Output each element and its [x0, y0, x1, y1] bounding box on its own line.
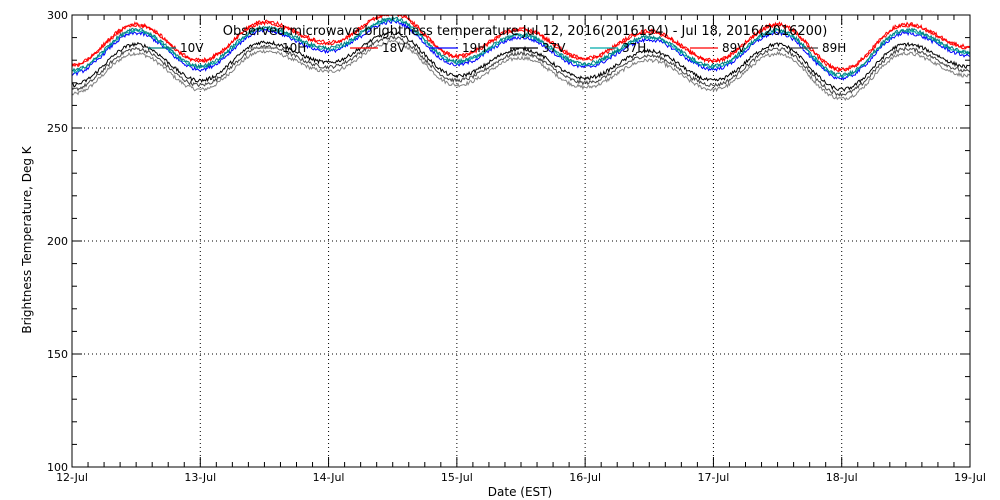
- x-tick-label: 12-Jul: [56, 471, 88, 484]
- x-tick-label: 17-Jul: [697, 471, 729, 484]
- x-tick-label: 16-Jul: [569, 471, 601, 484]
- series-layer: [71, 14, 971, 102]
- legend: 10V 10H 18V 19H 37V 37H 89V 89H: [148, 41, 846, 55]
- y-tick-label: 100: [47, 461, 68, 474]
- grid-lines: [72, 15, 970, 467]
- y-axis-label: Brightness Temperature, Deg K: [20, 145, 34, 333]
- series-line-10H: [71, 39, 971, 102]
- y-tick-label: 300: [47, 9, 68, 22]
- legend-label-89V: 89V: [722, 41, 746, 55]
- legend-label-10V: 10V: [180, 41, 204, 55]
- legend-label-89H: 89H: [822, 41, 846, 55]
- legend-label-19H: 19H: [462, 41, 486, 55]
- x-tick-label: 14-Jul: [313, 471, 345, 484]
- series-line-10V: [72, 16, 971, 78]
- y-tick-label: 250: [47, 122, 68, 135]
- x-tick-label: 13-Jul: [184, 471, 216, 484]
- series-line-89V: [71, 14, 971, 73]
- legend-label-37H: 37H: [622, 41, 646, 55]
- legend-label-37V: 37V: [542, 41, 566, 55]
- series-line-89H: [71, 35, 971, 98]
- axis-tick-labels: 100 150 200 250 300 12-Jul 13-Jul 14-Jul 15-Jul 1…: [47, 9, 986, 484]
- y-tick-label: 200: [47, 235, 68, 248]
- x-tick-label: 19-Jul: [954, 471, 986, 484]
- x-axis-label: Date (EST): [488, 485, 552, 499]
- y-tick-label: 150: [47, 348, 68, 361]
- axis-ticks: [71, 14, 971, 468]
- x-tick-label: 18-Jul: [826, 471, 858, 484]
- x-tick-label: 15-Jul: [441, 471, 473, 484]
- legend-label-10H: 10H: [282, 41, 306, 55]
- chart-title: Observed microwave brightness temperatur…: [223, 24, 828, 39]
- legend-label-18V: 18V: [382, 41, 406, 55]
